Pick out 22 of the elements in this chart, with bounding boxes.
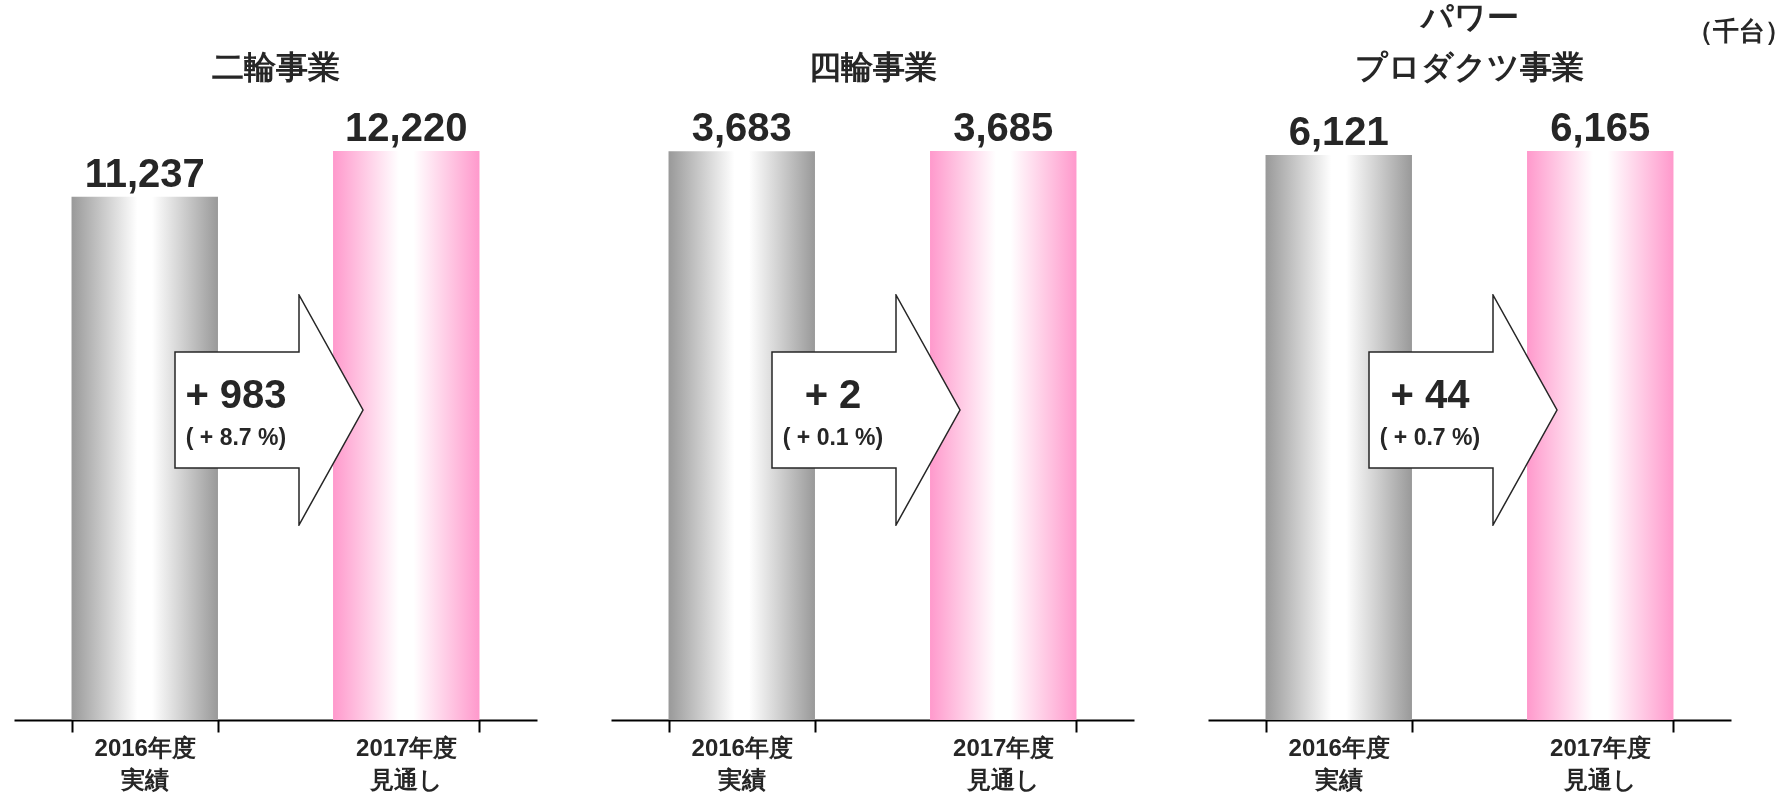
x-tick-label: 2016年度実績: [1288, 733, 1390, 793]
x-tick-label: 2017年度見通し: [953, 733, 1055, 793]
annotation: + 44: [1389, 372, 1471, 417]
data-label: 3,683: [691, 105, 792, 150]
x-tick-label: 2016年度実績: [94, 733, 196, 793]
data-label: 6,165: [1550, 105, 1651, 149]
annotation: ( + 8.7 %): [184, 424, 288, 451]
data-label: 3,685: [953, 105, 1054, 149]
data-label: 12,220: [345, 105, 468, 149]
annotation: + 983: [184, 372, 288, 417]
x-tick-label: 2016年度実績: [691, 733, 793, 793]
y-axis-title: （千台）: [1687, 15, 1791, 48]
annotation: + 2: [803, 372, 863, 417]
x-tick-label: 2017年度見通し: [1550, 733, 1652, 793]
chart-title: 四輪事業: [808, 49, 937, 85]
annotation: ( + 0.7 %): [1378, 424, 1482, 451]
chart-title: パワープロダクツ事業: [1355, 0, 1584, 85]
chart-title: 二輪事業: [211, 49, 340, 85]
annotation: ( + 0.1 %): [781, 424, 885, 451]
x-tick-label: 2017年度見通し: [356, 733, 458, 793]
data-label: 11,237: [84, 150, 205, 195]
data-label: 6,121: [1288, 109, 1389, 154]
